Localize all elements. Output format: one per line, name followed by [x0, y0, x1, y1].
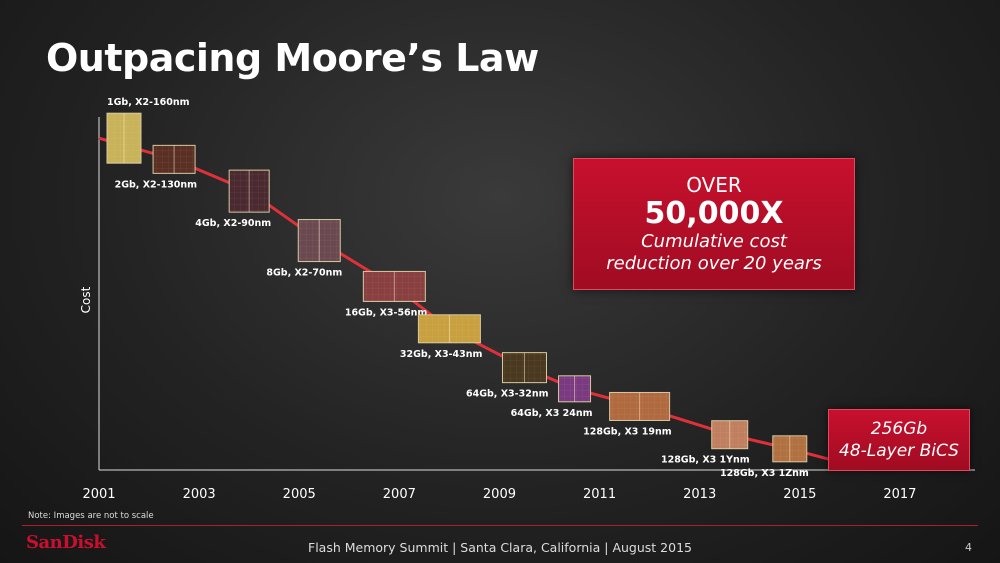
x-tick-2003: 2003: [183, 487, 216, 502]
chip-image-3: [228, 169, 270, 213]
bics-callout: 256Gb 48-Layer BiCS: [828, 409, 970, 471]
chip-label-11: 128Gb, X3 1Znm: [720, 468, 809, 479]
x-tick-2011: 2011: [583, 487, 616, 502]
x-tick-2007: 2007: [383, 487, 416, 502]
chip-image-5: [362, 270, 426, 302]
chip-image-10: [711, 420, 749, 450]
chip-label-1: 1Gb, X2-160nm: [107, 97, 190, 108]
chip-label-6: 32Gb, X3-43nm: [400, 349, 483, 360]
y-axis-label: Cost: [79, 286, 93, 313]
footer-divider: [22, 525, 978, 526]
slide-title: Outpacing Moore’s Law: [46, 36, 539, 80]
chip-image-9: [609, 391, 671, 421]
callout-multiplier: 50,000X: [644, 196, 784, 231]
x-tick-2017: 2017: [883, 487, 916, 502]
x-tick-2005: 2005: [283, 487, 316, 502]
chip-label-7: 64Gb, X3-32nm: [466, 389, 549, 400]
callout-text-2: reduction over 20 years: [606, 253, 822, 274]
scale-note: Note: Images are not to scale: [28, 511, 154, 521]
chip-image-1: [106, 112, 142, 164]
chip-label-9: 128Gb, X3 19nm: [583, 426, 672, 437]
x-tick-2015: 2015: [783, 487, 816, 502]
chip-image-7: [501, 352, 547, 384]
bics-capacity: 256Gb: [870, 419, 928, 439]
chip-label-4: 8Gb, X2-70nm: [266, 268, 342, 279]
page-number: 4: [965, 541, 972, 554]
x-tick-2013: 2013: [683, 487, 716, 502]
bics-tech: 48-Layer BiCS: [839, 441, 959, 461]
chip-image-2: [152, 144, 196, 174]
chip-label-3: 4Gb, X2-90nm: [195, 218, 271, 229]
callout-text-1: Cumulative cost: [641, 231, 787, 252]
sandisk-logo: SanDisk: [26, 532, 106, 553]
x-tick-2001: 2001: [82, 487, 115, 502]
x-tick-2009: 2009: [483, 487, 516, 502]
cost-reduction-callout: OVER 50,000X Cumulative cost reduction o…: [573, 158, 855, 290]
chip-image-8: [558, 375, 592, 403]
chip-label-8: 64Gb, X3 24nm: [511, 408, 593, 419]
chip-label-10: 128Gb, X3 1Ynm: [661, 455, 750, 466]
footer-text: Flash Memory Summit | Santa Clara, Calif…: [308, 540, 692, 555]
chip-label-5: 16Gb, X3-56nm: [345, 307, 428, 318]
chip-image-4: [297, 219, 341, 263]
callout-over: OVER: [686, 173, 742, 197]
chip-image-6: [417, 314, 481, 344]
chip-label-2: 2Gb, X2-130nm: [115, 179, 198, 190]
chip-image-11: [772, 435, 808, 463]
